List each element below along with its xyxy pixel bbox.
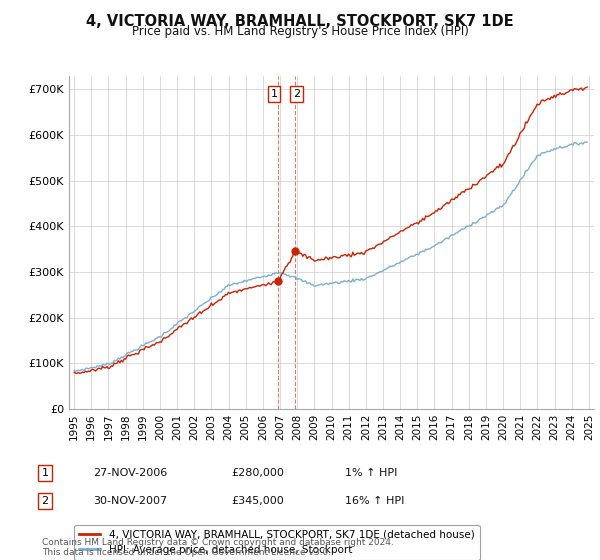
Text: 1: 1: [41, 468, 49, 478]
Text: 2: 2: [293, 89, 300, 99]
Text: 1% ↑ HPI: 1% ↑ HPI: [345, 468, 397, 478]
Text: 4, VICTORIA WAY, BRAMHALL, STOCKPORT, SK7 1DE: 4, VICTORIA WAY, BRAMHALL, STOCKPORT, SK…: [86, 14, 514, 29]
Text: Price paid vs. HM Land Registry's House Price Index (HPI): Price paid vs. HM Land Registry's House …: [131, 25, 469, 38]
Text: £280,000: £280,000: [231, 468, 284, 478]
Text: 1: 1: [271, 89, 278, 99]
Text: £345,000: £345,000: [231, 496, 284, 506]
Text: 27-NOV-2006: 27-NOV-2006: [93, 468, 167, 478]
Legend: 4, VICTORIA WAY, BRAMHALL, STOCKPORT, SK7 1DE (detached house), HPI: Average pri: 4, VICTORIA WAY, BRAMHALL, STOCKPORT, SK…: [74, 525, 479, 560]
Text: 30-NOV-2007: 30-NOV-2007: [93, 496, 167, 506]
Text: 2: 2: [41, 496, 49, 506]
Text: 16% ↑ HPI: 16% ↑ HPI: [345, 496, 404, 506]
Text: Contains HM Land Registry data © Crown copyright and database right 2024.
This d: Contains HM Land Registry data © Crown c…: [42, 538, 394, 557]
